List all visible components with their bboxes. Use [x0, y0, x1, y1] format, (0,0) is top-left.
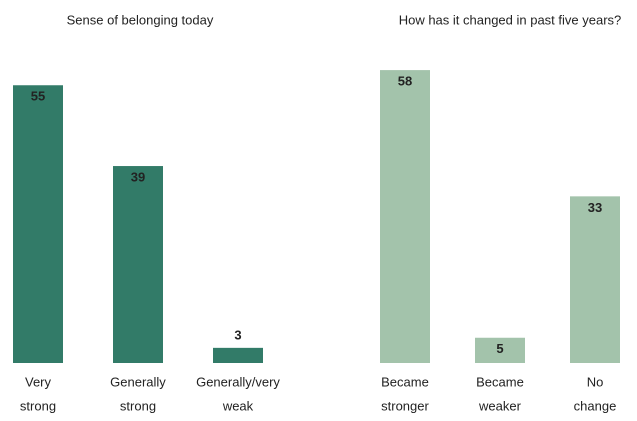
category-label: weak — [222, 398, 254, 413]
bar — [13, 85, 63, 363]
bar — [380, 70, 430, 363]
category-label: Became — [476, 374, 524, 389]
category-label: stronger — [381, 398, 429, 413]
value-label: 55 — [31, 89, 45, 104]
category-label: weaker — [478, 398, 522, 413]
bar — [570, 196, 620, 363]
category-label: strong — [20, 398, 56, 413]
value-label: 39 — [131, 169, 145, 184]
value-label: 5 — [496, 341, 503, 356]
category-label: No — [587, 374, 604, 389]
value-label: 58 — [398, 74, 412, 89]
category-label: change — [574, 398, 617, 413]
bar — [475, 337, 525, 363]
category-label: Generally/very — [196, 374, 280, 389]
category-label: strong — [120, 398, 156, 413]
category-label: Became — [381, 374, 429, 389]
chart-title: Sense of belonging today — [67, 12, 214, 27]
value-label: 33 — [588, 200, 602, 215]
bar — [213, 347, 263, 363]
value-label: 3 — [234, 327, 241, 342]
bar — [113, 166, 163, 363]
category-label: Very — [25, 374, 52, 389]
category-label: Generally — [110, 374, 166, 389]
chart-title: How has it changed in past five years? — [399, 12, 622, 27]
